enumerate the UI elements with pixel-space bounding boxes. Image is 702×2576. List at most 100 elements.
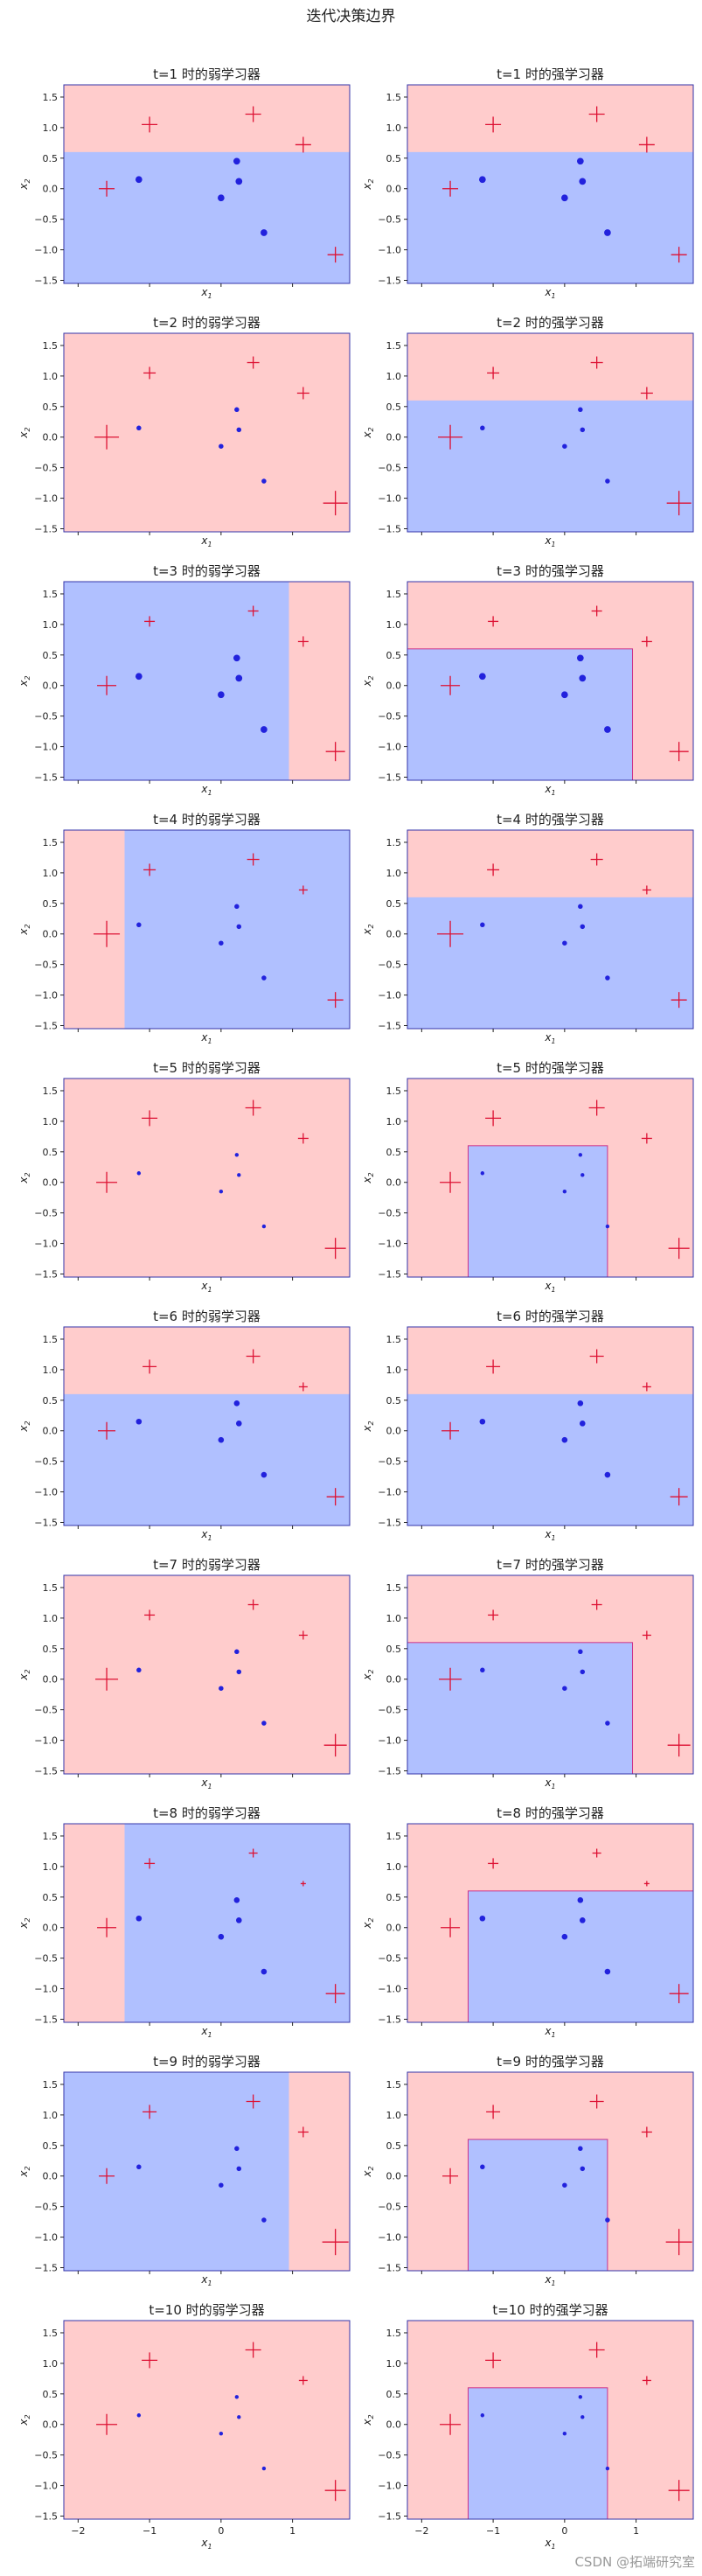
axes-frame	[407, 332, 694, 533]
region-neg-0	[407, 648, 634, 781]
ytick-label: −1.0	[378, 2481, 401, 2492]
ytick-label: −0.5	[378, 2202, 401, 2213]
x-axis-label: x1	[544, 2273, 555, 2287]
y-axis-label-subscript: 2	[367, 427, 375, 431]
subplot-title: t=4 时的强学习器	[497, 812, 604, 827]
point-negative-7	[236, 1669, 242, 1675]
xtick-label: −1	[142, 2525, 156, 2537]
xtick-label: 1	[633, 2525, 639, 2537]
ytick-label: −0.5	[34, 1705, 58, 1716]
point-positive-0	[144, 1858, 156, 1869]
xtick-label: 1	[289, 2525, 295, 2537]
point-positive-2	[297, 1133, 309, 1144]
point-positive-0	[142, 1110, 158, 1127]
ytick-label: −1.0	[34, 2232, 58, 2244]
x-axis-label: x1	[544, 1280, 555, 1294]
ytick-label: 0.5	[386, 1147, 402, 1158]
region-neg-0	[467, 1145, 608, 1278]
point-positive-3	[97, 1917, 117, 1937]
ytick-label: 0.5	[386, 898, 402, 910]
point-negative-9	[604, 1471, 611, 1478]
ytick-label: −0.5	[34, 214, 58, 226]
point-negative-9	[261, 1968, 268, 1975]
subplot-weak-t4: −1.5 −1.0 −0.5 0.0 0.5 1.0 1.5 x1 x2 t=4 时的弱学习器	[17, 812, 351, 1045]
point-negative-6	[234, 2395, 240, 2399]
point-negative-7	[235, 1917, 242, 1923]
ytick-label: −1.0	[378, 1735, 401, 1747]
ytick-label: 0.0	[43, 2419, 59, 2431]
x-axis-label: x1	[544, 2537, 555, 2551]
ytick-label: −1.5	[378, 772, 401, 784]
point-positive-3	[99, 2168, 115, 2184]
y-axis-label: x2	[17, 427, 31, 438]
ytick-label: 1.5	[386, 589, 402, 600]
point-positive-4	[667, 1734, 691, 1757]
y-axis-label-subscript: 2	[367, 1917, 375, 1922]
y-axis-label: x2	[17, 2166, 31, 2177]
ytick-label: 0.0	[386, 1674, 402, 1686]
point-positive-1	[588, 1100, 605, 1116]
region-neg-0	[467, 1890, 694, 2023]
point-negative-8	[561, 194, 568, 202]
point-positive-2	[298, 2376, 308, 2385]
x-axis-label-subscript: 1	[552, 292, 556, 300]
point-positive-4	[668, 2480, 690, 2502]
point-negative-8	[218, 194, 225, 202]
ytick-label: 1.5	[43, 2328, 59, 2339]
x-axis-label: x1	[544, 1528, 555, 1542]
y-axis-label-subscript: 2	[367, 178, 375, 183]
point-negative-5	[136, 922, 142, 928]
point-negative-6	[578, 2146, 583, 2152]
region-pos-0	[64, 1327, 350, 1394]
point-negative-7	[579, 1917, 586, 1923]
point-negative-5	[480, 1667, 485, 1673]
point-negative-8	[562, 1190, 567, 1194]
ytick-label: 0.0	[386, 1177, 402, 1189]
region-pos-0	[288, 582, 350, 780]
ytick-label: −1.0	[34, 493, 58, 505]
point-positive-1	[245, 2342, 261, 2358]
ytick-label: 1.0	[43, 371, 59, 382]
axes-frame	[407, 84, 694, 284]
ytick-label: 0.5	[386, 2140, 402, 2152]
ytick-label: −1.0	[378, 245, 401, 256]
x-axis-label-subscript: 1	[208, 2543, 212, 2551]
point-negative-7	[580, 924, 586, 930]
ytick-label: 0.5	[386, 1892, 402, 1903]
ytick-label: 1.0	[386, 1365, 402, 1376]
point-negative-7	[237, 2415, 241, 2419]
point-positive-2	[298, 1382, 308, 1392]
ytick-label: 0.0	[43, 929, 59, 940]
point-negative-7	[580, 1669, 586, 1675]
point-positive-3	[439, 1667, 462, 1691]
ytick-label: 0.5	[43, 1395, 59, 1407]
ytick-label: −1.5	[378, 524, 401, 535]
ytick-label: 1.5	[386, 837, 402, 848]
ytick-label: 0.0	[43, 1426, 59, 1437]
y-axis-label-subscript: 2	[24, 1669, 31, 1673]
axes-frame	[63, 829, 351, 1030]
x-axis-label: x1	[200, 783, 212, 797]
ytick-label: 0.5	[386, 401, 402, 413]
subplot-title: t=2 时的弱学习器	[153, 315, 261, 331]
ytick-label: 1.5	[386, 340, 402, 352]
ytick-label: 0.5	[43, 650, 59, 661]
ytick-label: 1.0	[43, 868, 59, 879]
point-positive-1	[591, 605, 602, 617]
point-positive-1	[589, 2094, 604, 2109]
point-positive-2	[641, 636, 652, 647]
ytick-label: 0.5	[386, 2389, 402, 2400]
x-axis-label-subscript: 1	[552, 2543, 556, 2551]
ytick-label: 0.0	[386, 1426, 402, 1437]
ytick-label: 0.5	[43, 2389, 59, 2400]
region-background	[64, 2321, 350, 2519]
x-axis-label-subscript: 1	[208, 1783, 212, 1791]
point-positive-3	[441, 1421, 460, 1440]
subplot-weak-t7: −1.5 −1.0 −0.5 0.0 0.5 1.0 1.5 x1 x2 t=7 时的弱学习器	[17, 1557, 351, 1791]
ytick-label: 0.0	[43, 2171, 59, 2182]
point-positive-4	[670, 1488, 688, 1506]
subplot-title: t=4 时的弱学习器	[153, 812, 261, 827]
point-positive-4	[327, 992, 344, 1009]
y-axis-label: x2	[361, 427, 375, 438]
point-positive-4	[323, 491, 348, 516]
